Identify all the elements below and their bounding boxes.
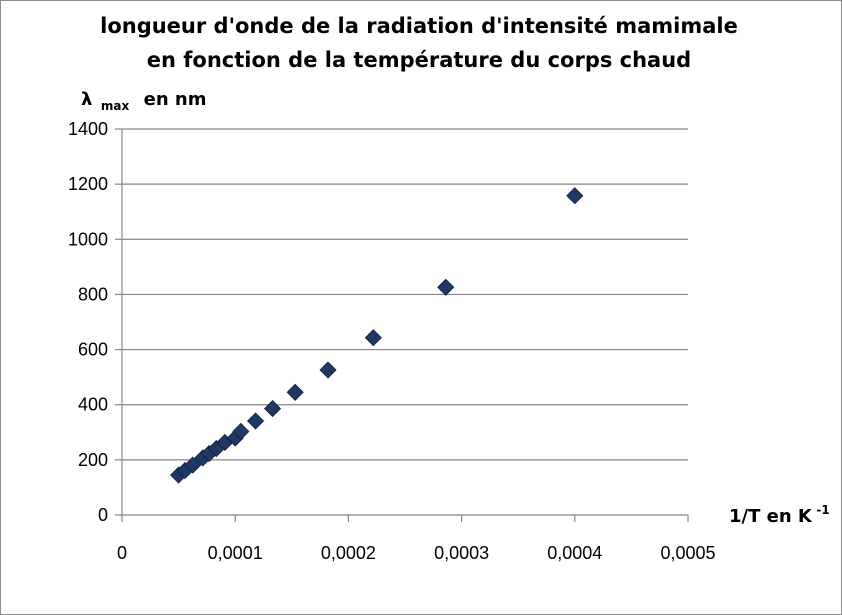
y-axis-title-unit: en nm (144, 89, 207, 110)
y-tick-label: 400 (78, 395, 108, 415)
y-tick-label: 1400 (68, 119, 108, 139)
x-axis-title-superscript: -1 (816, 503, 829, 517)
data-point-diamond (437, 278, 455, 296)
y-tick-label: 600 (78, 340, 108, 360)
tick-labels: 0 200 400 600 800 1000 1200 1400 0 0,0001 0,0002 0,… (68, 119, 716, 563)
data-point-diamond (566, 187, 584, 205)
x-axis-title-text: 1/T en K (729, 506, 813, 527)
y-tick-label: 1200 (68, 174, 108, 194)
y-tick-label: 1000 (68, 229, 108, 249)
data-point-diamond (232, 422, 250, 441)
y-axis-title-subscript: max (101, 99, 130, 113)
x-tick-label: 0,0003 (434, 543, 489, 563)
data-points (170, 187, 584, 484)
y-tick-label: 800 (78, 284, 108, 304)
y-tick-label: 200 (78, 450, 108, 470)
axes (115, 128, 689, 522)
y-tick-label: 0 (98, 505, 108, 525)
x-tick-label: 0,0005 (660, 543, 715, 563)
data-point-diamond (286, 383, 304, 401)
y-axis-title: λ max en nm (81, 89, 207, 114)
data-point-diamond (364, 329, 382, 347)
x-tick-label: 0 (117, 543, 127, 563)
gridlines (122, 128, 688, 461)
y-axis-title-symbol: λ (81, 89, 92, 110)
data-point-diamond (247, 412, 265, 430)
data-point-diamond (319, 361, 337, 379)
data-point-diamond (263, 400, 282, 418)
chart-title-line-1: longueur d'onde de la radiation d'intens… (100, 14, 738, 38)
chart-title-line-2: en fonction de la température du corps c… (147, 48, 691, 72)
x-tick-label: 0,0002 (321, 543, 376, 563)
data-point-diamond (184, 456, 202, 474)
x-tick-label: 0,0001 (208, 543, 263, 563)
x-axis-title: 1/T en K -1 (729, 503, 830, 527)
x-tick-label: 0,0004 (547, 543, 602, 563)
